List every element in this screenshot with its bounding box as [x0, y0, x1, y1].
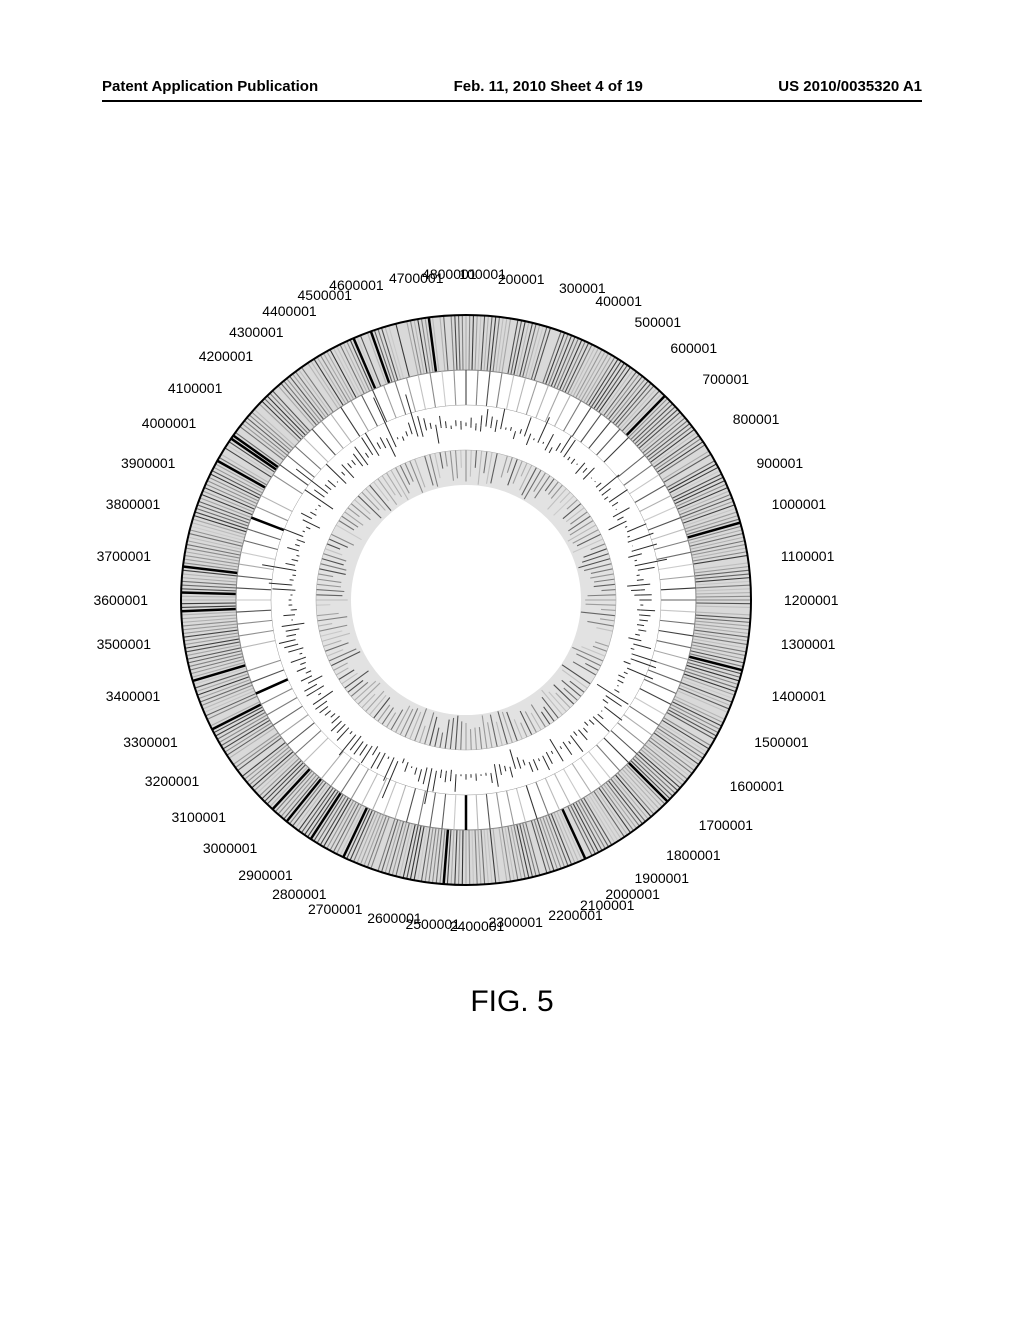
- genome-position-label: 3500001: [86, 636, 151, 652]
- genome-position-label: 1500001: [754, 734, 809, 750]
- genome-position-label: 1600001: [730, 778, 785, 794]
- genome-position-label: 4100001: [157, 380, 222, 396]
- header-right: US 2010/0035320 A1: [778, 78, 922, 95]
- genome-position-label: 3600001: [83, 592, 148, 608]
- genome-position-label: 1200001: [784, 592, 839, 608]
- genome-position-label: 1700001: [699, 817, 754, 833]
- genome-position-label: 2200001: [548, 907, 603, 923]
- genome-position-label: 2600001: [354, 910, 434, 926]
- header-center: Feb. 11, 2010 Sheet 4 of 19: [454, 78, 643, 95]
- genome-position-label: 3400001: [95, 688, 160, 704]
- genome-position-label: 2900001: [228, 867, 293, 883]
- genome-position-label: 4300001: [219, 324, 284, 340]
- genome-position-label: 3000001: [192, 840, 257, 856]
- genome-position-label: 3900001: [110, 455, 175, 471]
- genome-position-label: 1000001: [772, 496, 827, 512]
- genome-position-label: 4200001: [188, 348, 253, 364]
- genome-position-label: 3300001: [113, 734, 178, 750]
- genome-position-label: 3800001: [95, 496, 160, 512]
- genome-position-label: 1400001: [772, 688, 827, 704]
- genome-position-label: 700001: [702, 371, 749, 387]
- genome-position-label: 500001: [635, 314, 682, 330]
- genome-position-label: 3700001: [86, 548, 151, 564]
- genome-position-label: 4400001: [252, 303, 317, 319]
- genome-position-label: 1900001: [635, 870, 690, 886]
- header-rule: [102, 100, 922, 102]
- genome-position-label: 2700001: [297, 901, 362, 917]
- genome-map-svg: [0, 265, 1024, 945]
- header-left: Patent Application Publication: [102, 78, 318, 95]
- genome-position-label: 4800001: [409, 266, 489, 282]
- genome-position-label: 3100001: [161, 809, 226, 825]
- genome-position-label: 1800001: [666, 847, 721, 863]
- figure-area: 1000012000013000014000015000016000017000…: [0, 265, 1024, 945]
- genome-position-label: 4000001: [131, 415, 196, 431]
- genome-position-label: 400001: [595, 293, 642, 309]
- genome-position-label: 800001: [733, 411, 780, 427]
- genome-position-label: 200001: [481, 271, 561, 287]
- genome-position-label: 4600001: [319, 277, 384, 293]
- genome-position-label: 3200001: [134, 773, 199, 789]
- genome-position-label: 1300001: [781, 636, 836, 652]
- genome-position-label: 900001: [757, 455, 804, 471]
- page-header: Patent Application Publication Feb. 11, …: [0, 78, 1024, 95]
- genome-position-label: 1100001: [781, 548, 834, 564]
- figure-caption: FIG. 5: [0, 985, 1024, 1019]
- genome-position-label: 2800001: [262, 886, 327, 902]
- genome-position-label: 600001: [670, 340, 717, 356]
